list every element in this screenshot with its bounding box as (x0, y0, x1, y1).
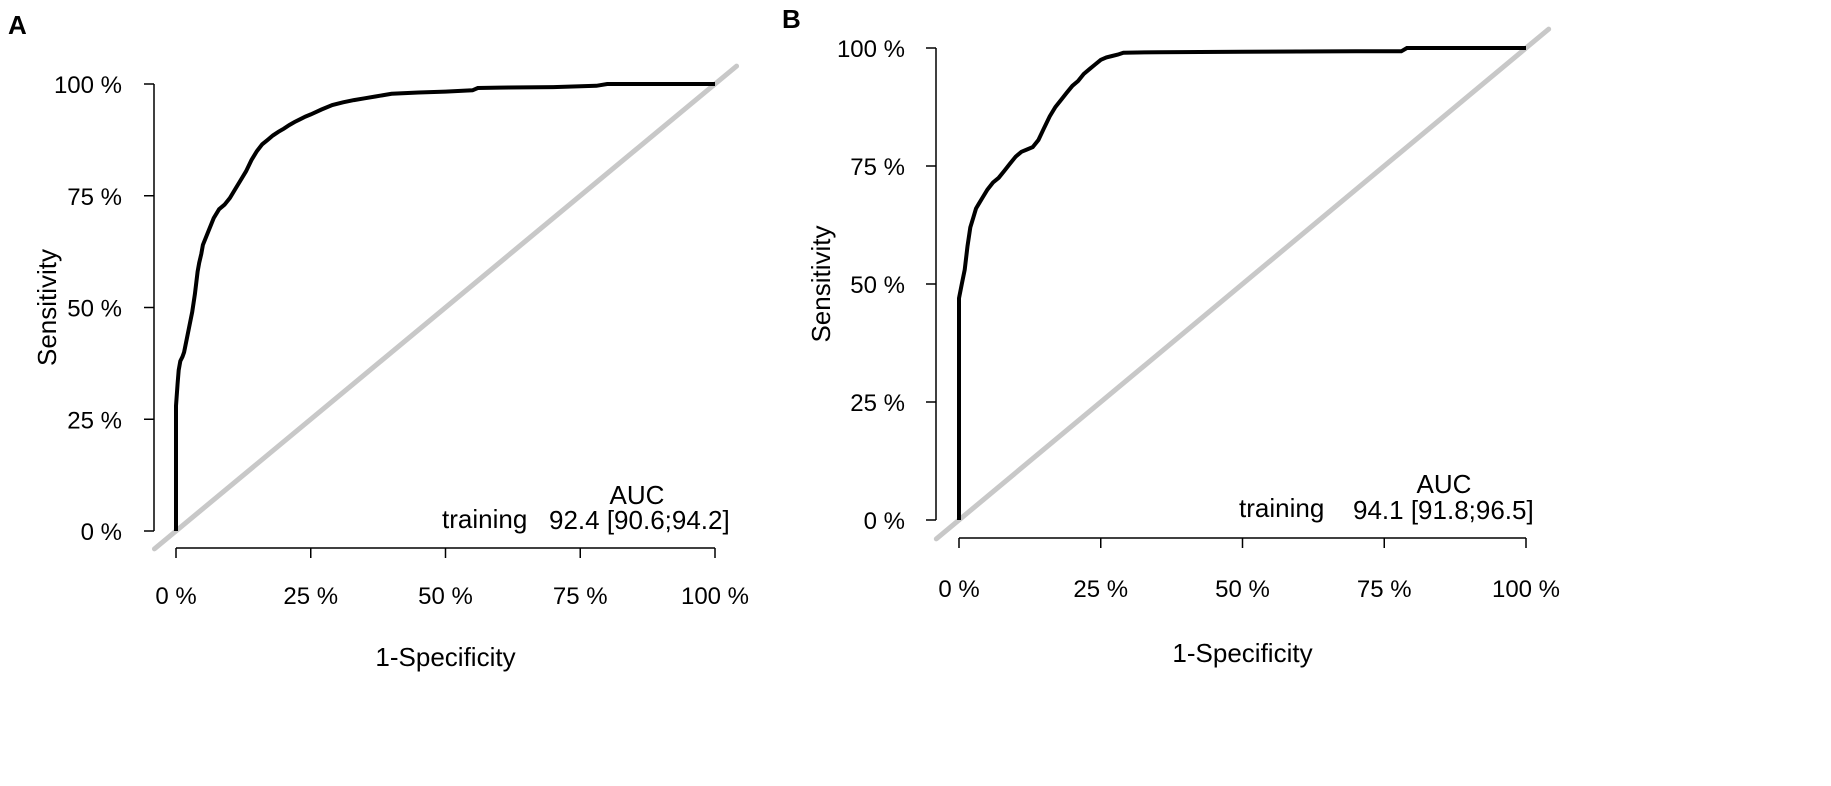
y-tick-label: 0 % (864, 508, 905, 535)
y-ticks: 0 % 25 % 50 % 75 % 100 % (54, 72, 154, 546)
y-axis-title: Sensitivity (32, 249, 62, 366)
x-tick-label: 75 % (1357, 576, 1412, 603)
x-axis-title: 1-Specificity (1172, 638, 1312, 668)
y-tick-label: 75 % (67, 184, 122, 211)
panel-label-a: A (8, 10, 27, 40)
roc-curve (174, 82, 715, 531)
reference-diagonal (933, 26, 1552, 542)
y-tick-label: 75 % (850, 154, 905, 181)
panel-a: A 0 % 25 % 50 % 75 % 100 % 0 % 25 % 50 % 75 % 10… (8, 10, 749, 672)
x-tick-label: 50 % (1215, 576, 1270, 603)
y-tick-label: 50 % (67, 296, 122, 323)
x-tick-label: 75 % (553, 583, 608, 610)
legend-header: AUC (610, 480, 665, 510)
legend-name: training (1239, 493, 1324, 523)
x-tick-label: 50 % (418, 583, 473, 610)
legend-value: 94.1 [91.8;96.5] (1353, 495, 1534, 525)
y-tick-label: 25 % (850, 390, 905, 417)
x-tick-label: 0 % (938, 576, 979, 603)
x-tick-label: 0 % (155, 583, 196, 610)
roc-curve (957, 46, 1526, 520)
y-tick-label: 0 % (81, 519, 122, 546)
x-axis-title: 1-Specificity (375, 642, 515, 672)
x-ticks: 0 % 25 % 50 % 75 % 100 % (938, 538, 1560, 603)
legend-header: AUC (1417, 469, 1472, 499)
x-tick-label: 100 % (681, 583, 749, 610)
panel-label-b: B (782, 4, 801, 34)
panel-b: B 0 % 25 % 50 % 75 % 100 % 0 % 25 % 50 % 75 % 10… (782, 4, 1560, 668)
x-tick-label: 25 % (283, 583, 338, 610)
x-tick-label: 100 % (1492, 576, 1560, 603)
x-ticks: 0 % 25 % 50 % 75 % 100 % (155, 548, 749, 610)
y-axis-title: Sensitivity (806, 225, 836, 342)
x-tick-label: 25 % (1073, 576, 1128, 603)
reference-diagonal (151, 63, 740, 552)
y-tick-label: 25 % (67, 407, 122, 434)
y-tick-label: 100 % (837, 36, 905, 63)
y-ticks: 0 % 25 % 50 % 75 % 100 % (837, 36, 936, 535)
y-tick-label: 50 % (850, 272, 905, 299)
legend-value: 92.4 [90.6;94.2] (549, 505, 730, 535)
legend-name: training (442, 504, 527, 534)
y-tick-label: 100 % (54, 72, 122, 99)
